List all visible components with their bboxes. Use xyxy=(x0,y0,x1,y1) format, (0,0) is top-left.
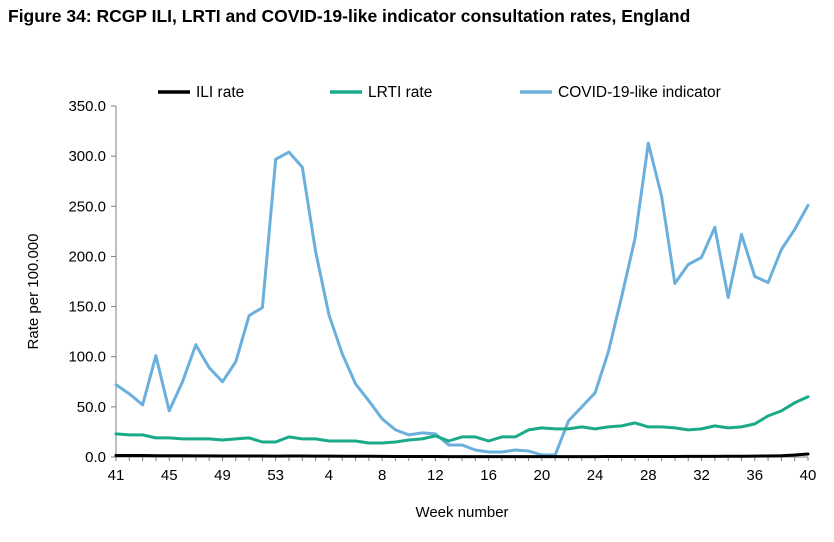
y-tick-label: 350.0 xyxy=(68,98,106,115)
x-axis: 41 45 49 53 4 8 12 16 20 24 28 32 36 40 xyxy=(108,456,817,484)
x-tick-label: 12 xyxy=(427,467,444,484)
y-tick-label: 100.0 xyxy=(68,349,106,366)
x-tick-label: 20 xyxy=(534,467,551,484)
figure-title: Figure 34: RCGP ILI, LRTI and COVID-19-l… xyxy=(8,6,691,26)
x-tick-label: 32 xyxy=(693,467,710,484)
x-tick-label: 53 xyxy=(267,467,284,484)
x-tick-label: 8 xyxy=(378,467,386,484)
y-axis-title: Rate per 100.000 xyxy=(25,234,42,350)
y-tick-label: 300.0 xyxy=(68,148,106,165)
x-tick-label: 36 xyxy=(746,467,763,484)
legend-label: ILI rate xyxy=(196,84,244,101)
series-lines xyxy=(114,141,810,459)
x-tick-label: 4 xyxy=(325,467,333,484)
legend-label: LRTI rate xyxy=(368,84,432,101)
x-tick-label: 41 xyxy=(108,467,125,484)
x-axis-title: Week number xyxy=(415,504,508,521)
y-tick-label: 250.0 xyxy=(68,198,106,215)
x-tick-label: 45 xyxy=(161,467,178,484)
x-tick-label: 24 xyxy=(587,467,604,484)
legend-label: COVID-19-like indicator xyxy=(558,84,721,101)
series-line-ili-rate xyxy=(114,452,810,459)
y-axis: 0.0 50.0 100.0 150.0 200.0 250.0 300.0 350.0 xyxy=(68,98,117,466)
x-tick-label: 49 xyxy=(214,467,231,484)
y-tick-label: 200.0 xyxy=(68,248,106,265)
series-line-lrti-rate xyxy=(114,395,810,445)
y-tick-label: 50.0 xyxy=(77,399,106,416)
y-tick-label: 150.0 xyxy=(68,299,106,316)
chart-legend: ILI rate LRTI rate COVID-19-like indicator xyxy=(158,84,721,101)
x-tick-label: 16 xyxy=(480,467,497,484)
series-line-covid-19-like-indicator xyxy=(114,141,810,457)
y-tick-label: 0.0 xyxy=(85,449,106,466)
x-tick-label: 28 xyxy=(640,467,657,484)
x-tick-label: 40 xyxy=(800,467,817,484)
